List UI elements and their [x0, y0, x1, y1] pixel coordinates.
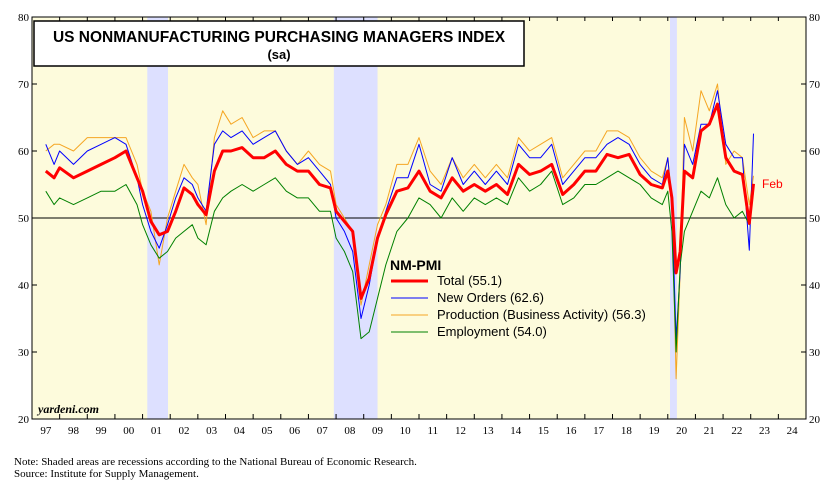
y-tick-label-left-40: 40	[18, 280, 30, 292]
legend-label-production: Production (Business Activity) (56.3)	[437, 307, 646, 322]
series-lines	[44, 83, 755, 380]
legend-label-total: Total (55.1)	[437, 273, 502, 288]
x-tick-label-23: 23	[759, 425, 771, 437]
x-tick-label-22: 22	[731, 425, 742, 437]
x-tick-label-21: 21	[704, 425, 715, 437]
y-tick-label-right-60: 60	[809, 146, 821, 158]
x-tick-label-01: 01	[151, 425, 162, 437]
x-tick-label-04: 04	[234, 425, 246, 437]
x-tick-label-97: 97	[40, 425, 52, 437]
x-tick-label-05: 05	[261, 425, 273, 437]
x-tick-label-19: 19	[648, 425, 660, 437]
y-tick-label-left-20: 20	[18, 414, 30, 426]
y-tick-label-left-30: 30	[18, 347, 30, 359]
y-tick-label-right-80: 80	[809, 12, 821, 24]
x-tick-label-24: 24	[787, 425, 799, 437]
x-tick-label-12: 12	[455, 425, 466, 437]
x-tick-label-15: 15	[538, 425, 550, 437]
legend: NM-PMI Total (55.1) New Orders (62.6) Pr…	[390, 257, 646, 339]
series-line-total	[44, 102, 755, 300]
series-line-employment	[45, 170, 754, 353]
chart-subtitle: (sa)	[267, 47, 290, 62]
watermark: yardeni.com	[36, 402, 99, 416]
x-tick-label-16: 16	[566, 425, 578, 437]
y-tick-label-right-30: 30	[809, 347, 821, 359]
x-tick-label-14: 14	[510, 425, 522, 437]
legend-title: NM-PMI	[390, 257, 441, 273]
y-tick-label-left-70: 70	[18, 79, 30, 91]
x-tick-label-98: 98	[68, 425, 80, 437]
x-tick-label-07: 07	[317, 425, 329, 437]
x-tick-label-00: 00	[123, 425, 135, 437]
latest-month-label: Feb	[762, 177, 783, 191]
x-tick-label-03: 03	[206, 425, 218, 437]
x-tick-label-11: 11	[428, 425, 439, 437]
y-tick-label-left-60: 60	[18, 146, 30, 158]
x-tick-label-09: 09	[372, 425, 384, 437]
x-tick-label-20: 20	[676, 425, 688, 437]
y-tick-label-right-70: 70	[809, 79, 821, 91]
y-tick-label-right-40: 40	[809, 280, 821, 292]
chart-title: US NONMANUFACTURING PURCHASING MANAGERS …	[53, 29, 506, 46]
x-tick-label-06: 06	[289, 425, 301, 437]
y-tick-label-right-20: 20	[809, 414, 821, 426]
title-box: US NONMANUFACTURING PURCHASING MANAGERS …	[33, 20, 525, 67]
legend-label-employment: Employment (54.0)	[437, 324, 547, 339]
x-tick-label-99: 99	[96, 425, 108, 437]
x-tick-label-17: 17	[593, 425, 605, 437]
y-tick-label-right-50: 50	[809, 213, 821, 225]
y-tick-label-left-80: 80	[18, 12, 30, 24]
footnote-recession: Note: Shaded areas are recessions accord…	[14, 456, 417, 468]
x-tick-label-02: 02	[179, 425, 190, 437]
axis-ticks: 20 20 30 30 40 40 50 50 60 60 70 70 80 80 97 98 99 00 01 02…	[18, 12, 821, 437]
x-tick-label-10: 10	[400, 425, 412, 437]
y-tick-label-left-50: 50	[18, 213, 30, 225]
x-tick-label-08: 08	[344, 425, 356, 437]
footnote-source: Source: Institute for Supply Management.	[14, 468, 199, 480]
x-tick-label-18: 18	[621, 425, 633, 437]
legend-label-new-orders: New Orders (62.6)	[437, 290, 544, 305]
x-tick-label-13: 13	[483, 425, 495, 437]
